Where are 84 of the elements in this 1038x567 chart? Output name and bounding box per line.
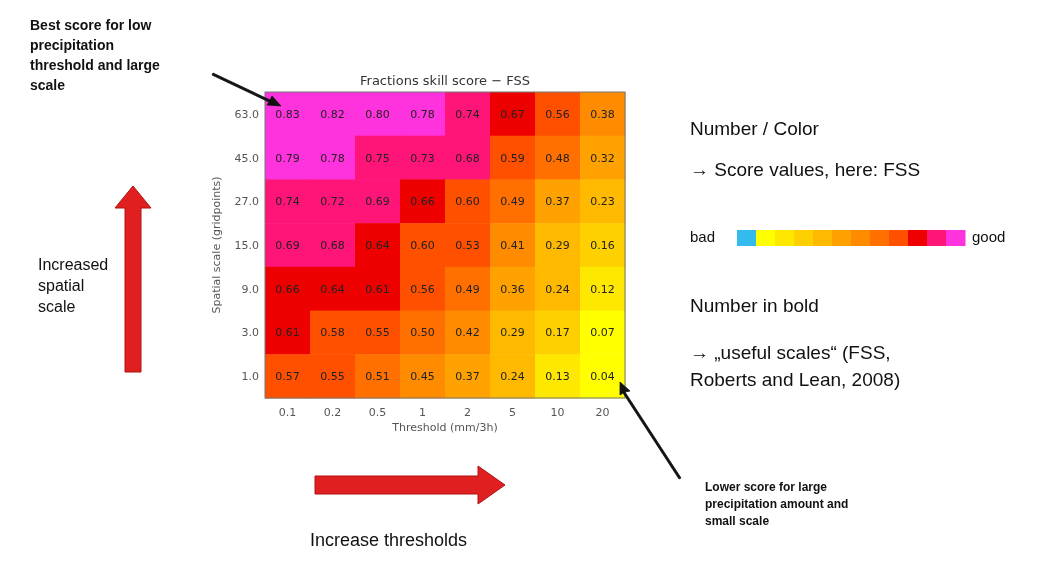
data-label: 0.74 (455, 107, 480, 121)
data-label: 0.49 (455, 282, 480, 296)
data-label: 0.53 (455, 239, 480, 252)
data-label: 0.57 (275, 370, 300, 384)
x-tick-label: 2 (464, 406, 471, 419)
y-tick-label: 27.0 (234, 195, 259, 209)
x-tick-label: 5 (509, 406, 516, 419)
data-label: 0.67 (500, 107, 525, 121)
data-label: 0.60 (455, 195, 480, 209)
text: good (972, 228, 1006, 245)
data-label: 0.59 (500, 151, 525, 165)
text: Number / Color (690, 118, 820, 139)
data-label: 0.37 (545, 195, 570, 209)
x-axis-title: Threshold (mm/3h) (391, 421, 498, 434)
data-label: 0.38 (590, 107, 615, 121)
y-axis-title: Spatial scale (gridpoints) (210, 176, 223, 314)
data-label: 0.64 (365, 239, 390, 252)
data-label: 0.51 (365, 370, 390, 384)
text: Increase thresholds (310, 530, 468, 550)
y-tick-label: 3.0 (241, 326, 259, 340)
text: Number in bold (690, 295, 819, 316)
x-tick-label: 0.5 (368, 406, 387, 419)
data-label: 0.83 (275, 107, 300, 121)
data-label: 0.78 (410, 107, 435, 121)
data-label: 0.69 (365, 195, 390, 209)
text: Increased spatial scale (38, 256, 109, 315)
data-label: 0.61 (275, 326, 300, 340)
text: Best score for low precipitation threshold and large scale (30, 17, 161, 93)
x-tick-label: 0.1 (278, 406, 297, 419)
data-label: 0.49 (500, 195, 525, 209)
data-label: 0.41 (500, 239, 525, 252)
data-label: 0.29 (500, 326, 525, 340)
data-label: 0.60 (410, 239, 435, 252)
data-label: 0.79 (275, 151, 300, 165)
data-label: 0.42 (455, 326, 480, 340)
data-label: 0.37 (455, 370, 480, 384)
text: → „useful scales“ (FSS, Roberts and Lean, 2008) (690, 342, 901, 390)
data-label: 0.13 (545, 370, 570, 384)
data-label: 0.68 (455, 151, 480, 165)
data-label: 0.32 (590, 151, 615, 165)
data-label: 0.78 (320, 151, 345, 165)
data-label: 0.64 (320, 282, 345, 296)
text: → Score values, here: FSS (690, 159, 921, 180)
x-tick-label: 0.2 (323, 406, 342, 419)
data-label: 0.74 (275, 195, 300, 209)
x-tick-label: 10 (550, 406, 565, 419)
data-label: 0.58 (320, 326, 345, 340)
data-label: 0.80 (365, 107, 390, 121)
data-label: 0.48 (545, 151, 570, 165)
data-label: 0.50 (410, 326, 435, 340)
data-label: 0.56 (545, 107, 570, 121)
data-label: 0.75 (365, 151, 390, 165)
data-label: 0.23 (590, 195, 615, 209)
data-label: 0.45 (410, 370, 435, 384)
data-label: 0.07 (590, 326, 615, 340)
chart-title: Fractions skill score − FSS (360, 73, 530, 88)
data-label: 0.69 (275, 239, 300, 252)
data-label: 0.17 (545, 326, 570, 340)
x-tick-label: 20 (595, 406, 610, 419)
data-label: 0.82 (320, 107, 345, 121)
data-label: 0.16 (590, 239, 615, 252)
data-label: 0.68 (320, 239, 345, 252)
text: bad (690, 228, 716, 245)
data-label: 0.66 (275, 282, 300, 296)
x-tick-label: 1 (419, 406, 426, 419)
data-label: 0.12 (590, 282, 615, 296)
y-tick-label: 45.0 (234, 151, 259, 165)
data-label: 0.36 (500, 282, 525, 296)
data-label: 0.55 (365, 326, 390, 340)
y-tick-label: 1.0 (241, 370, 259, 384)
data-label: 0.73 (410, 151, 435, 165)
y-tick-label: 63.0 (234, 107, 259, 121)
data-label: 0.24 (500, 370, 525, 384)
data-label: 0.55 (320, 370, 345, 384)
data-label: 0.72 (320, 195, 345, 209)
y-tick-label: 9.0 (241, 282, 259, 296)
data-label: 0.24 (545, 282, 570, 296)
data-label: 0.61 (365, 282, 390, 296)
y-tick-label: 15.0 (234, 239, 259, 252)
data-label: 0.04 (590, 370, 615, 384)
data-label: 0.66 (410, 195, 435, 209)
data-label: 0.29 (545, 239, 570, 252)
text: Lower score for large precipitation amount and small scale (705, 480, 849, 528)
data-label: 0.56 (410, 282, 435, 296)
